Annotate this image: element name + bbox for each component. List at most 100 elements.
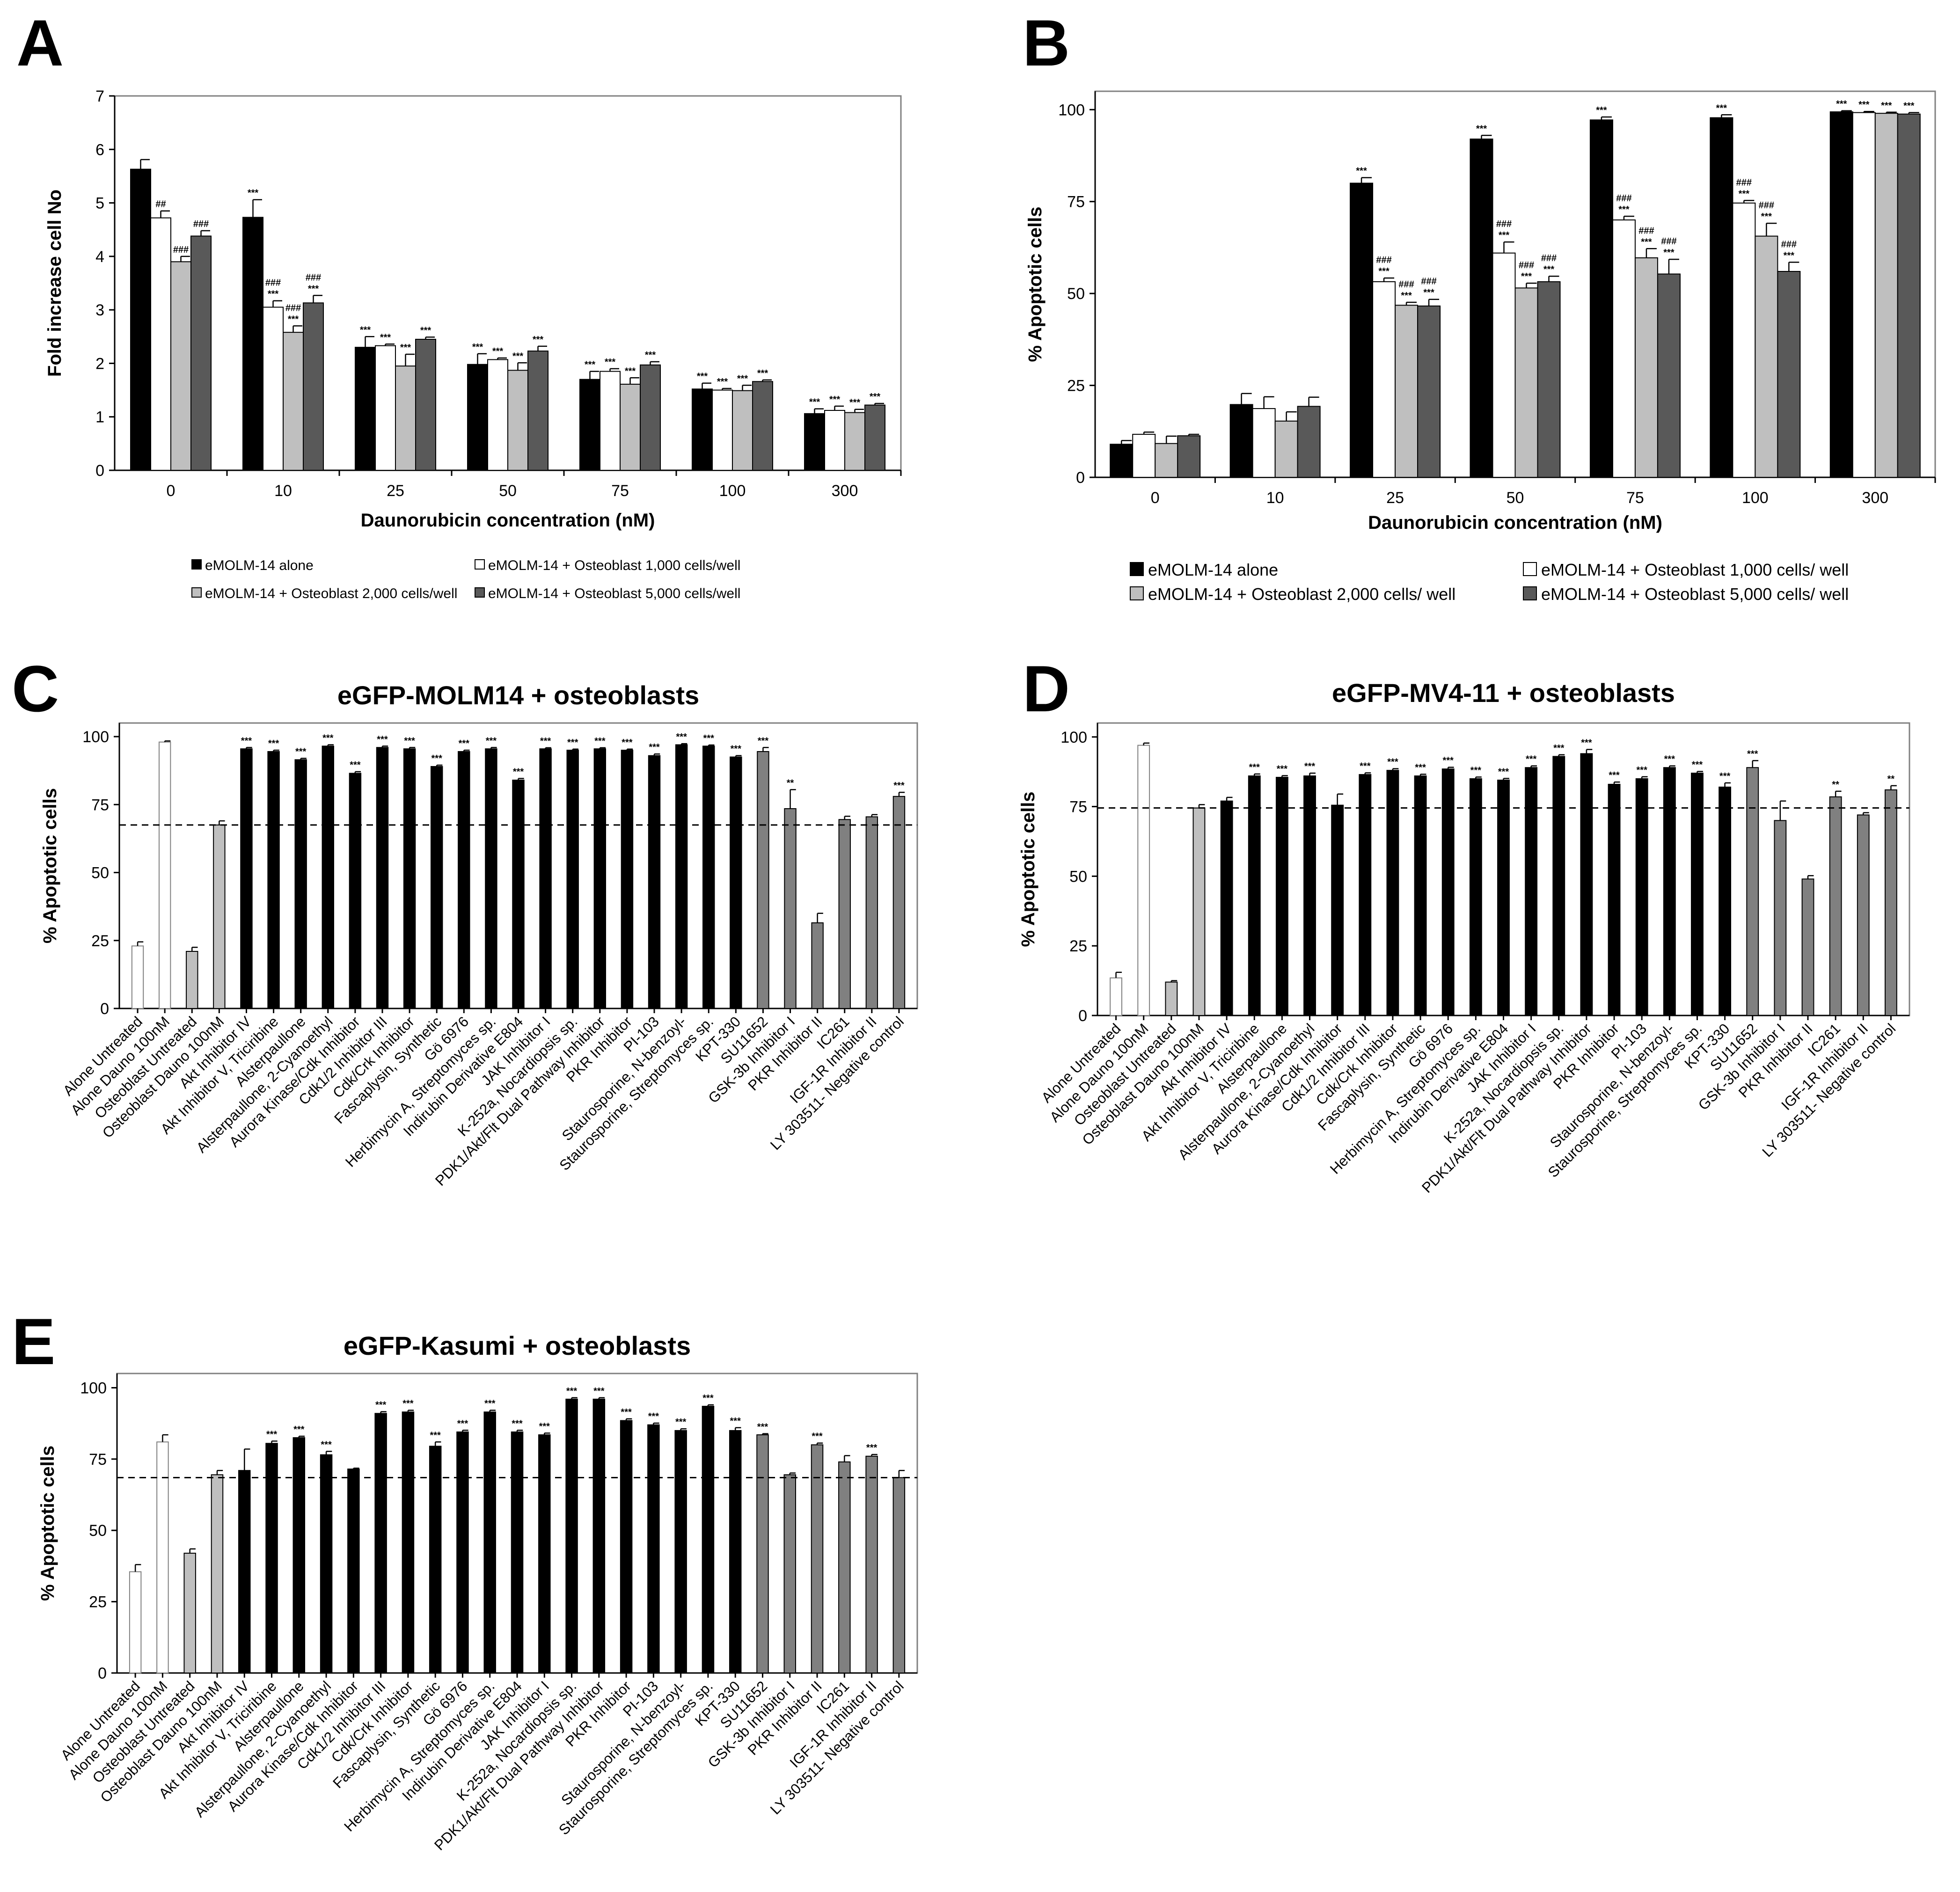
- significance-label: ***: [288, 314, 299, 324]
- bar: [1663, 767, 1676, 1016]
- significance-label: ***: [1304, 761, 1316, 772]
- bar: [429, 1446, 442, 1673]
- y-tick-label: 100: [80, 1379, 107, 1397]
- bar: [811, 1444, 824, 1673]
- bar: [566, 750, 579, 1009]
- legend-label: eMOLM-14 + Osteoblast 2,000 cells/ well: [1148, 584, 1455, 604]
- bar: [647, 1424, 660, 1674]
- panel-letter: D: [1023, 652, 1070, 725]
- x-tick-label: 10: [274, 482, 292, 500]
- bar: [1359, 774, 1372, 1016]
- y-tick-label: 25: [1069, 937, 1087, 955]
- significance-label: ***: [1596, 105, 1607, 116]
- bar: [1252, 408, 1276, 478]
- bar: [1110, 444, 1134, 478]
- significance-label: ***: [402, 1399, 414, 1409]
- significance-label: ***: [380, 332, 391, 343]
- y-tick-label: 75: [91, 796, 109, 814]
- bar: [1492, 252, 1516, 478]
- legend-label: eMOLM-14 + Osteoblast 5,000 cells/well: [488, 586, 740, 601]
- significance-label: ###: [1759, 200, 1774, 211]
- significance-label: ***: [266, 1429, 278, 1439]
- bar: [620, 1420, 633, 1674]
- significance-label: ***: [430, 1430, 441, 1440]
- bar: [130, 168, 151, 471]
- significance-label: ***: [585, 360, 596, 370]
- significance-label: ###: [306, 272, 321, 283]
- bar: [892, 796, 906, 1009]
- significance-label: ***: [567, 738, 578, 748]
- bar: [811, 922, 824, 1009]
- panel-letter: E: [12, 1305, 55, 1378]
- y-tick-label: 50: [1067, 285, 1085, 303]
- bar: [838, 819, 851, 1009]
- significance-label: ***: [1739, 189, 1750, 199]
- significance-label: ***: [730, 1416, 741, 1426]
- bar: [1395, 305, 1419, 478]
- significance-label: ***: [321, 1439, 332, 1450]
- significance-label: ***: [1747, 749, 1758, 759]
- y-tick-label: 0: [1076, 469, 1085, 487]
- panel-a: A012345670########10***###***###***###**…: [16, 6, 902, 601]
- legend-swatch: [1130, 562, 1144, 576]
- bar: [430, 766, 443, 1009]
- bar: [303, 302, 324, 471]
- legend-label: eMOLM-14 + Osteoblast 1,000 cells/well: [488, 558, 740, 573]
- significance-label: ***: [645, 350, 656, 360]
- significance-label: ***: [1249, 762, 1260, 773]
- significance-label: ***: [268, 738, 279, 749]
- bar: [1657, 273, 1681, 478]
- bar: [729, 1430, 742, 1673]
- bar: [402, 1411, 415, 1673]
- bar: [1220, 800, 1233, 1016]
- significance-label: ***: [1526, 754, 1537, 765]
- y-tick-label: 5: [95, 195, 104, 212]
- bar: [712, 389, 733, 471]
- bar: [1552, 756, 1565, 1016]
- x-tick-label: 100: [719, 482, 746, 500]
- bar: [467, 364, 488, 471]
- significance-label: ***: [731, 744, 742, 754]
- significance-label: ***: [404, 736, 415, 746]
- significance-label: ***: [472, 342, 483, 352]
- significance-label: ***: [1641, 237, 1652, 247]
- bar: [129, 1571, 142, 1674]
- legend-swatch: [475, 559, 485, 570]
- bar: [190, 235, 212, 471]
- bar: [674, 1430, 687, 1673]
- bar: [395, 365, 416, 471]
- bar: [213, 824, 226, 1009]
- bar: [538, 1434, 551, 1673]
- y-tick-label: 0: [100, 1000, 109, 1018]
- y-tick-label: 75: [1069, 798, 1087, 816]
- significance-label: ###: [1781, 239, 1797, 249]
- significance-label: ***: [702, 1393, 714, 1403]
- bar: [1132, 434, 1156, 478]
- significance-label: ***: [1761, 212, 1772, 222]
- bar: [415, 339, 436, 471]
- bar: [322, 745, 334, 1009]
- bar: [507, 370, 528, 471]
- bar: [1525, 767, 1538, 1016]
- bar: [1165, 981, 1178, 1016]
- bar: [752, 381, 773, 471]
- bar: [186, 951, 198, 1009]
- bar: [238, 1470, 251, 1673]
- significance-label: ***: [812, 1432, 823, 1442]
- bar: [1470, 139, 1493, 478]
- significance-label: ***: [1903, 101, 1915, 111]
- significance-label: ###: [1496, 219, 1512, 229]
- significance-label: ***: [1360, 761, 1371, 772]
- bar: [1303, 775, 1316, 1016]
- bar: [1372, 281, 1396, 478]
- bar: [1110, 977, 1122, 1016]
- y-tick-label: 0: [1078, 1007, 1087, 1025]
- bar: [1755, 235, 1778, 478]
- significance-label: ***: [486, 736, 497, 746]
- bar: [1137, 745, 1150, 1016]
- significance-label: ***: [241, 736, 252, 746]
- significance-label: ***: [484, 1399, 496, 1409]
